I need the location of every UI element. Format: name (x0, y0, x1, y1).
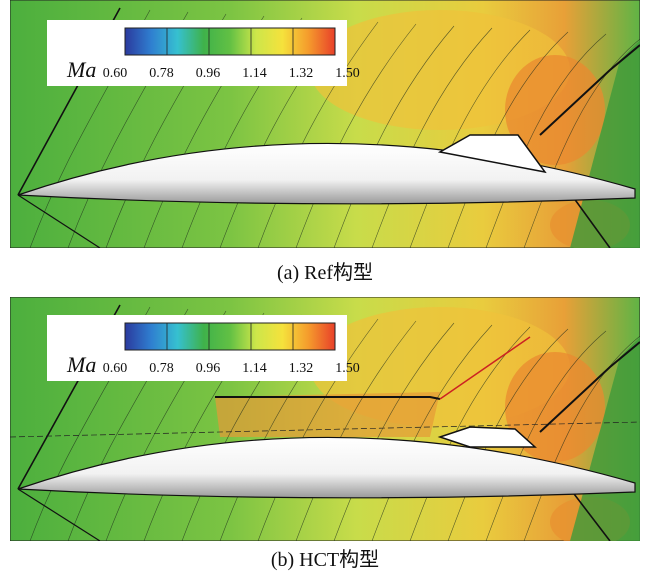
contour-line (333, 25, 455, 248)
shock (539, 44, 640, 136)
contour-line (257, 21, 379, 248)
fuselage (17, 436, 636, 499)
colorbar-tick: 1.32 (289, 361, 314, 376)
canopy (437, 134, 547, 174)
colorbar-tick: 0.78 (149, 361, 174, 376)
colorbar (124, 322, 336, 351)
colorbar-tick: 1.14 (242, 361, 267, 376)
region (505, 55, 605, 165)
caption: (a) Ref构型 (276, 262, 374, 284)
shock (539, 341, 640, 433)
colorbar-tick: 1.50 (335, 361, 360, 376)
caption: (b) HCT构型 (270, 549, 380, 571)
colorbar-tick: 0.96 (196, 66, 221, 81)
flow-field: Ma 0.60 0.78 0.96 1.14 1.32 1.50 (10, 0, 640, 248)
contour-line (409, 326, 531, 541)
colorbar-label: Ma (66, 352, 96, 377)
colorbar-tick: 1.32 (289, 66, 314, 81)
region (310, 10, 570, 130)
contour-line (371, 27, 493, 248)
colorbar-tick: 0.78 (149, 66, 174, 81)
shock (17, 194, 101, 248)
colorbar-tick: 1.50 (335, 66, 360, 81)
flow-field: Ma 0.60 0.78 0.96 1.14 1.32 1.50 (10, 297, 640, 541)
contour-line (257, 318, 379, 541)
contour-line (485, 33, 607, 248)
contour-line (447, 31, 569, 248)
contour-line (523, 38, 640, 248)
colorbar-tick: 0.60 (103, 361, 128, 376)
colorbar-tick: 0.60 (103, 66, 128, 81)
shock (439, 336, 531, 400)
contour-line (295, 23, 417, 248)
colorbar (124, 27, 336, 56)
shock (215, 396, 441, 400)
colorbar-tick: 1.14 (242, 66, 267, 81)
region (215, 392, 440, 437)
shock (10, 421, 640, 438)
contour-line (409, 29, 531, 248)
colorbar-label: Ma (66, 57, 96, 82)
colorbar-tick: 0.96 (196, 361, 221, 376)
shock (17, 488, 101, 541)
canopy (437, 426, 537, 448)
